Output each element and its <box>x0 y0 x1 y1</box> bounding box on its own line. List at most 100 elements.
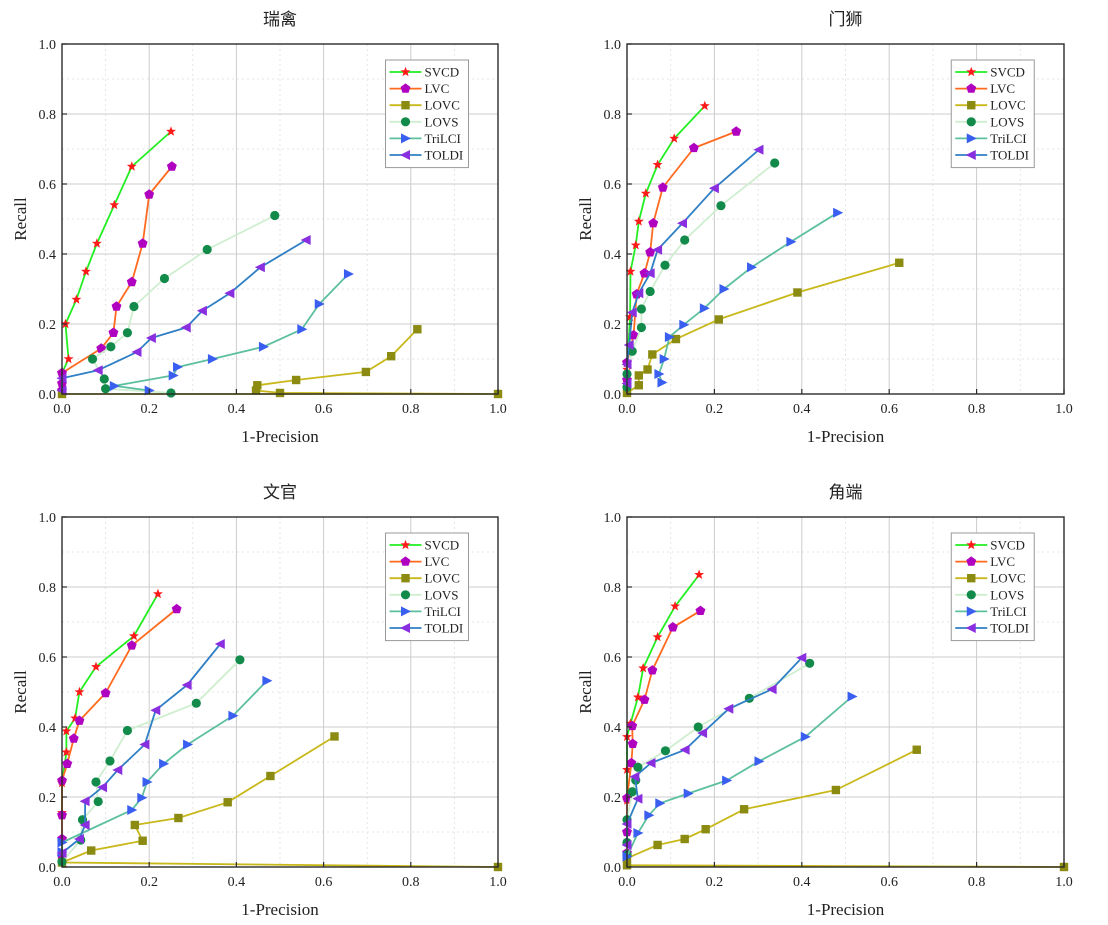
series-trilci <box>654 207 844 388</box>
data-point-lovc <box>223 798 232 807</box>
data-point-trilci <box>644 810 655 821</box>
legend-marker-svcd <box>966 66 977 77</box>
data-point-trilci <box>297 324 308 335</box>
data-point-toldi <box>97 782 108 793</box>
legend-item-lvc: LVC <box>389 554 449 569</box>
series-toldi <box>56 639 225 858</box>
data-point-toldi <box>214 639 225 650</box>
data-point-lovc <box>671 334 681 344</box>
legend-marker-lvc <box>966 556 977 566</box>
legend-item-trilci: TriLCI <box>389 131 461 146</box>
data-point-lvc <box>639 268 650 278</box>
data-point-lovs <box>122 725 132 736</box>
x-tick-label: 0.4 <box>793 875 811 890</box>
data-point-svcd <box>670 601 681 611</box>
data-point-lvc <box>731 126 742 136</box>
legend-marker-trilci <box>966 133 977 144</box>
legend-label: TriLCI <box>425 131 461 146</box>
data-point-trilci <box>173 362 184 373</box>
data-point-toldi <box>196 305 207 316</box>
legend-item-lovs: LOVS <box>955 587 1024 602</box>
data-point-lovs <box>660 260 670 270</box>
data-point-toldi <box>632 793 643 804</box>
legend-marker-toldi <box>400 623 411 633</box>
data-point-trilci <box>655 798 666 809</box>
data-point-svcd <box>638 663 649 673</box>
data-point-lvc <box>645 247 656 257</box>
data-point-lovc <box>87 846 96 855</box>
data-point-lovc <box>739 805 749 814</box>
data-point-lovc <box>266 771 275 781</box>
data-point-trilci <box>654 369 665 380</box>
x-tick-label: 0.4 <box>228 402 246 417</box>
legend-marker-lovc <box>401 101 410 110</box>
x-tick-label: 0.8 <box>968 875 986 890</box>
data-point-trilci <box>137 792 148 803</box>
data-point-lovs <box>159 273 170 284</box>
chart-title: 文官 <box>263 483 297 502</box>
legend-label: LOVC <box>425 571 460 586</box>
data-point-lovs <box>122 328 132 338</box>
data-point-toldi <box>626 307 637 318</box>
legend-marker-toldi <box>965 623 976 633</box>
legend-item-svcd: SVCD <box>389 538 459 553</box>
series-lovs <box>87 210 280 398</box>
chart-panel-3: 0.0 0.2 0.4 0.6 0.8 1.0 0.0 0.2 0.4 0.6 0.8 1.0 文官 1-… <box>11 483 507 919</box>
plot-frame <box>626 43 1065 395</box>
y-tick-label: 0.8 <box>39 108 57 123</box>
chart-title: 角端 <box>829 483 863 502</box>
series-lovc <box>622 258 904 398</box>
x-axis-label: 1-Precision <box>807 900 885 919</box>
data-point-trilci <box>228 710 239 721</box>
legend-item-svcd: SVCD <box>389 65 459 80</box>
data-point-lovs <box>627 346 637 356</box>
y-tick-label: 1.0 <box>604 38 622 53</box>
legend-marker-toldi <box>400 150 411 160</box>
y-tick-label: 1.0 <box>39 38 57 53</box>
legend-marker-lvc <box>966 83 977 93</box>
data-point-toldi <box>131 347 142 357</box>
x-tick-label: 0.6 <box>315 402 333 417</box>
legend-label: TOLDI <box>990 621 1029 636</box>
data-point-trilci <box>847 691 858 702</box>
y-tick-label: 0.2 <box>39 318 57 333</box>
legend-label: LOVC <box>990 571 1025 586</box>
legend-box <box>385 532 470 642</box>
data-point-toldi <box>150 705 161 716</box>
data-point-lovs <box>101 384 111 394</box>
chart-panel-2: 0.0 0.2 0.4 0.6 0.8 1.0 0.0 0.2 0.4 0.6 0.8 1.0 门狮 1-… <box>576 10 1073 446</box>
data-point-trilci <box>747 262 758 273</box>
data-point-toldi <box>79 820 90 830</box>
legend-item-toldi: TOLDI <box>955 621 1029 636</box>
data-point-trilci <box>683 788 694 799</box>
data-point-toldi <box>181 680 192 690</box>
data-point-svcd <box>91 661 101 672</box>
data-point-lvc <box>108 327 119 337</box>
y-tick-label: 0.2 <box>39 791 57 806</box>
legend-item-lovc: LOVC <box>389 571 460 586</box>
data-point-toldi <box>623 340 634 350</box>
data-point-lovs <box>627 787 637 797</box>
x-tick-label: 0.2 <box>140 875 158 890</box>
data-point-lovs <box>660 746 671 756</box>
data-point-lvc <box>627 738 638 749</box>
data-point-lovs <box>166 388 176 398</box>
data-point-lovc <box>361 367 371 377</box>
data-point-lvc <box>96 343 107 353</box>
data-point-lvc <box>667 622 678 632</box>
legend-label: LOVS <box>990 587 1024 602</box>
data-point-lovs <box>270 210 280 221</box>
y-axis-label: Recall <box>11 670 30 714</box>
series-lvc <box>622 126 742 385</box>
data-point-lvc <box>688 142 699 153</box>
data-point-lovc <box>330 732 339 741</box>
data-point-svcd <box>81 266 91 276</box>
data-point-trilci <box>262 675 273 686</box>
data-point-toldi <box>753 144 764 155</box>
data-point-lovc <box>643 365 652 374</box>
x-tick-label: 0.2 <box>140 402 158 417</box>
data-point-lovs <box>235 655 245 665</box>
data-point-toldi <box>796 652 807 663</box>
